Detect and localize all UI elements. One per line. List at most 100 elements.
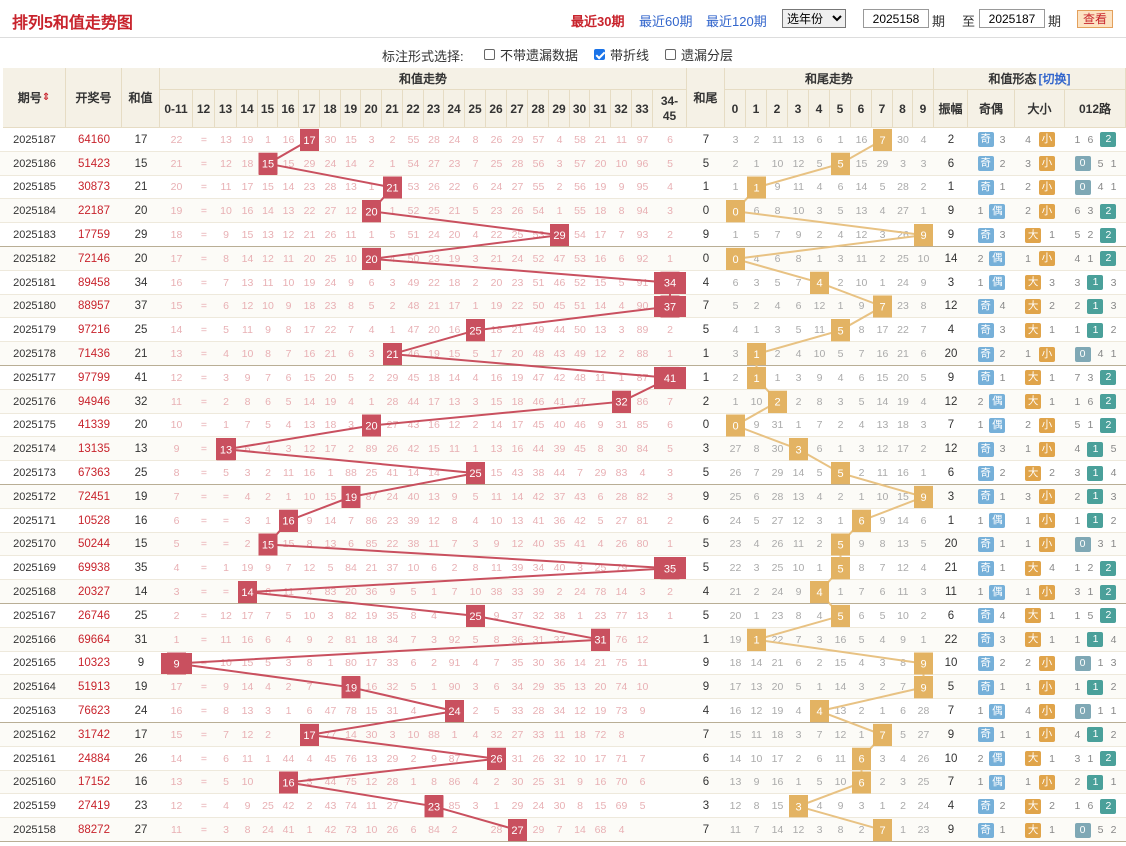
tail-missing: 10 bbox=[792, 562, 805, 575]
to-issue-input[interactable] bbox=[979, 9, 1045, 28]
tail-hit-mark: 5 bbox=[831, 319, 850, 342]
big-small-missing: 1 bbox=[1049, 324, 1055, 337]
road-missing: 3 bbox=[1074, 467, 1081, 480]
road-missing: 1 bbox=[1097, 705, 1104, 718]
checkbox-checked-icon[interactable] bbox=[594, 49, 605, 60]
big-small-missing: 1 bbox=[1049, 395, 1055, 408]
checkbox-icon[interactable] bbox=[484, 49, 495, 60]
sum-missing: 2 bbox=[389, 300, 396, 313]
tail-missing: 12 bbox=[813, 300, 826, 313]
tail-missing: 8 bbox=[900, 657, 906, 670]
tail-missing: 16 bbox=[897, 467, 909, 480]
sum-missing bbox=[465, 747, 486, 771]
sum-missing: 51 bbox=[407, 229, 420, 242]
sum-missing: = bbox=[200, 229, 208, 242]
draw-number: 51423 bbox=[78, 157, 110, 170]
sum-missing: 72 bbox=[594, 728, 607, 741]
sum-missing: 28 bbox=[532, 705, 545, 718]
sum-missing: 13 bbox=[170, 348, 183, 361]
table-row: 2025173 67363 25 8 = 5 3 2 11 16 1 88 25 41 14 14 25 15 43… bbox=[0, 461, 1126, 485]
sum-missing bbox=[653, 794, 687, 818]
sum-missing: 24 bbox=[511, 252, 524, 265]
table-row: 2025184 22187 20 19 = 10 16 14 13 22 27 12 20 1 52 25 21… bbox=[0, 199, 1126, 224]
sum-missing: 13 bbox=[262, 229, 274, 242]
sum-missing: = bbox=[200, 371, 208, 384]
sum-missing: 46 bbox=[553, 276, 566, 289]
sum-missing: 89 bbox=[636, 324, 649, 337]
sum-missing: 3 bbox=[472, 395, 479, 408]
sort-icon[interactable]: ⇕ bbox=[41, 92, 51, 103]
option-no-missing[interactable]: 不带遗漏数据 bbox=[484, 45, 578, 64]
big-small-badge: 大 bbox=[1025, 275, 1042, 291]
amplitude-value: 21 bbox=[944, 562, 958, 575]
tail-missing: 12 bbox=[876, 443, 889, 456]
sum-missing: 5 bbox=[285, 609, 292, 622]
sum-missing: 3 bbox=[431, 633, 437, 646]
odd-even-badge: 奇 bbox=[977, 370, 994, 386]
tail-missing: 19 bbox=[897, 395, 909, 408]
sum-value: 15 bbox=[134, 157, 148, 170]
sum-missing: 5 bbox=[410, 681, 417, 694]
sum-missing: 15 bbox=[428, 443, 440, 456]
sum-col-10: 21 bbox=[382, 90, 403, 128]
sum-missing: 5 bbox=[265, 419, 271, 432]
switch-link[interactable]: [切换] bbox=[1038, 72, 1071, 86]
tail-hit-mark: 3 bbox=[789, 795, 808, 818]
sum-missing: 6 bbox=[265, 586, 271, 599]
tail-missing: 8 bbox=[858, 562, 865, 575]
sum-missing: 12 bbox=[220, 157, 232, 170]
sum-col-7: 18 bbox=[320, 90, 341, 128]
tail-missing: 22 bbox=[771, 633, 784, 646]
sum-hit-mark: 25 bbox=[466, 319, 485, 342]
sum-missing: 5 bbox=[639, 800, 646, 813]
sum-missing: 7 bbox=[472, 157, 479, 170]
tail-missing: 2 bbox=[837, 276, 844, 289]
sum-missing: 3 bbox=[306, 776, 313, 789]
sum-missing: 10 bbox=[615, 157, 628, 170]
sum-missing: 5 bbox=[223, 467, 229, 480]
sum-missing: 5 bbox=[285, 395, 292, 408]
tail-missing: 1 bbox=[816, 252, 823, 265]
table-row: 2025180 88957 37 15 = 6 12 10 9 18 23 8 5 2 48 21 17 1 19 2… bbox=[0, 294, 1126, 319]
road-badge: 0 bbox=[1074, 346, 1091, 362]
sum-missing: 35 bbox=[386, 609, 399, 622]
sum-missing: 15 bbox=[282, 157, 295, 170]
tail-missing: 1 bbox=[879, 705, 886, 718]
tail-missing: 5 bbox=[753, 229, 760, 242]
from-issue-input[interactable] bbox=[863, 9, 929, 28]
big-small-missing: 1 bbox=[1049, 633, 1055, 646]
link-recent-60[interactable]: 最近60期 bbox=[639, 14, 693, 29]
query-button[interactable]: 查看 bbox=[1077, 10, 1113, 28]
sum-missing: 14 bbox=[407, 467, 420, 480]
sum-missing: 1 bbox=[667, 538, 673, 551]
sum-missing: 87 bbox=[365, 490, 378, 503]
tail-missing: 13 bbox=[897, 538, 909, 551]
option-with-line[interactable]: 带折线 bbox=[594, 45, 649, 64]
year-select[interactable]: 选年份 bbox=[782, 9, 846, 28]
link-recent-30[interactable]: 最近30期 bbox=[571, 14, 625, 29]
sum-missing: 1 bbox=[389, 157, 396, 170]
odd-even-missing: 3 bbox=[999, 633, 1006, 646]
road-missing: 3 bbox=[1074, 752, 1081, 765]
sum-missing: 10 bbox=[407, 728, 420, 741]
sum-missing: = bbox=[200, 348, 208, 361]
col-issue[interactable]: 期号 ⇕ bbox=[3, 68, 66, 128]
link-recent-120[interactable]: 最近120期 bbox=[706, 14, 767, 29]
odd-even-missing: 3 bbox=[999, 443, 1006, 456]
tail-missing: 3 bbox=[900, 776, 906, 789]
tail-missing: 9 bbox=[837, 800, 844, 813]
sum-missing: 18 bbox=[241, 157, 254, 170]
tail-value: 3 bbox=[702, 800, 710, 813]
option-layered[interactable]: 遗漏分层 bbox=[665, 45, 733, 64]
sum-missing: 8 bbox=[244, 395, 251, 408]
amplitude-value: 22 bbox=[944, 633, 958, 646]
checkbox-icon[interactable] bbox=[665, 49, 676, 60]
odd-even-missing: 2 bbox=[977, 752, 984, 765]
big-small-missing: 3 bbox=[1025, 490, 1031, 503]
road-missing: 1 bbox=[1087, 752, 1094, 765]
big-small-badge: 大 bbox=[1025, 298, 1042, 314]
tail-missing: 9 bbox=[795, 586, 802, 599]
sum-missing: 33 bbox=[532, 728, 545, 741]
